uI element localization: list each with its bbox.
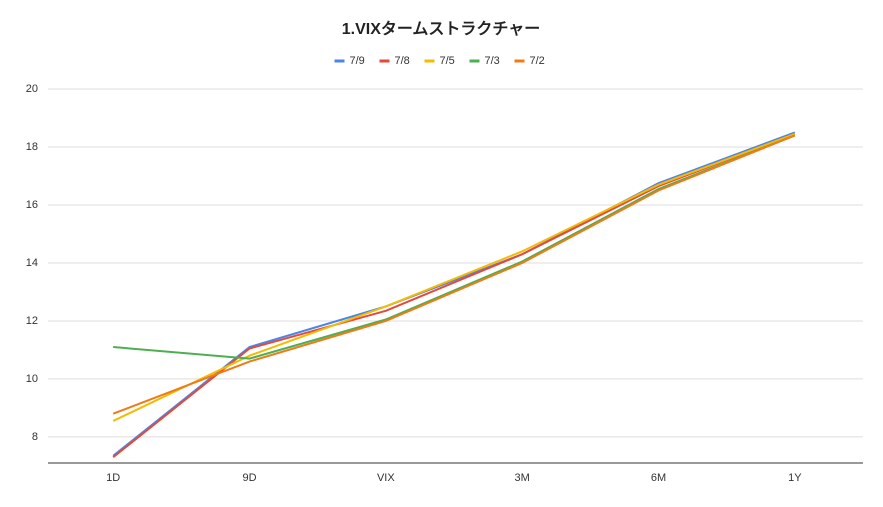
x-tick-label: 6M <box>651 472 666 484</box>
legend-label: 7/5 <box>440 55 455 67</box>
y-tick-label: 14 <box>26 257 38 269</box>
y-tick-label: 8 <box>32 431 38 443</box>
y-tick-label: 16 <box>26 199 38 211</box>
series-line <box>113 134 796 360</box>
legend-label: 7/8 <box>395 55 410 67</box>
x-tick-label: 1D <box>106 472 120 484</box>
x-tick-label: 1Y <box>788 472 802 484</box>
series-line <box>112 134 796 415</box>
series-line <box>112 133 796 422</box>
legend-label: 7/9 <box>350 55 365 67</box>
chart-title: 1.VIXタームストラクチャー <box>342 20 541 38</box>
y-tick-label: 12 <box>26 315 38 327</box>
legend-label: 7/2 <box>530 55 545 67</box>
x-tick-label: 3M <box>515 472 530 484</box>
x-tick-label: VIX <box>377 472 395 484</box>
series-line <box>112 131 796 457</box>
legend-label: 7/3 <box>485 55 500 67</box>
y-tick-label: 20 <box>26 83 38 95</box>
x-tick-label: 9D <box>242 472 256 484</box>
y-tick-label: 10 <box>26 373 38 385</box>
y-tick-label: 18 <box>26 141 38 153</box>
